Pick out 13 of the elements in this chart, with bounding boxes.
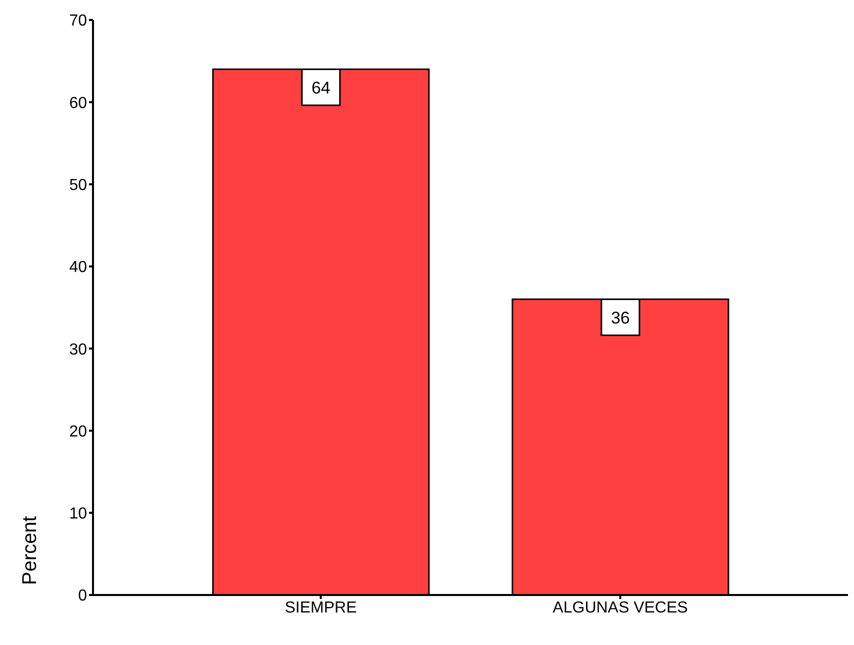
y-tick-label: 70 [69,12,88,30]
x-tick-label: SIEMPRE [284,599,357,616]
y-tick-label: 20 [69,423,88,440]
y-tick-label: 50 [69,176,88,194]
y-axis-title: Percent [19,516,41,585]
y-tick-label: 30 [69,341,88,358]
y-tick-label: 10 [69,506,88,523]
y-tick-label: 40 [69,259,88,276]
data-label: 36 [610,308,630,328]
x-tick-label: ALGUNAS VECES [552,599,688,616]
data-label: 64 [311,78,330,98]
y-tick-label: 60 [69,94,88,112]
y-tick-label: 0 [78,588,88,605]
